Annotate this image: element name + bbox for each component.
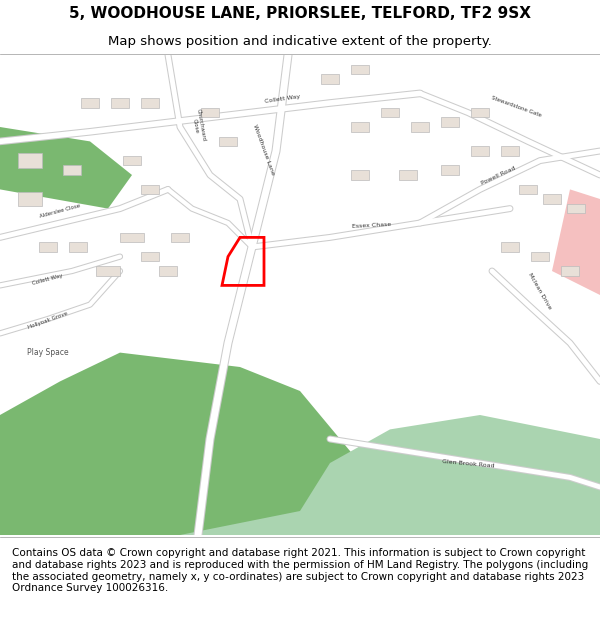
Text: Alderslee Close: Alderslee Close: [39, 204, 81, 219]
Text: Collett Way: Collett Way: [264, 94, 300, 104]
Text: 5, WOODHOUSE LANE, PRIORSLEE, TELFORD, TF2 9SX: 5, WOODHOUSE LANE, PRIORSLEE, TELFORD, T…: [69, 6, 531, 21]
Bar: [351, 170, 369, 180]
Bar: [441, 118, 459, 127]
Text: Woodhouse Lane: Woodhouse Lane: [253, 124, 275, 176]
Bar: [141, 184, 159, 194]
Bar: [321, 74, 339, 84]
Text: Hollyoak Grove: Hollyoak Grove: [28, 311, 68, 329]
Polygon shape: [180, 415, 600, 535]
Polygon shape: [0, 127, 132, 209]
Bar: [171, 232, 189, 242]
Bar: [81, 98, 99, 107]
Text: Play Space: Play Space: [27, 348, 69, 357]
Bar: [411, 122, 429, 132]
Bar: [96, 266, 120, 276]
Text: Churchward
Close: Churchward Close: [190, 108, 206, 142]
Bar: [69, 242, 87, 252]
Bar: [141, 98, 159, 107]
Text: Powell Road: Powell Road: [480, 165, 516, 186]
Bar: [18, 153, 42, 168]
Bar: [441, 166, 459, 175]
Bar: [399, 170, 417, 180]
Bar: [351, 64, 369, 74]
Bar: [501, 242, 519, 252]
Bar: [471, 107, 489, 118]
Bar: [471, 146, 489, 156]
Bar: [561, 266, 579, 276]
Text: Glen Brook Road: Glen Brook Road: [442, 459, 494, 469]
Bar: [519, 184, 537, 194]
Text: Stewardstone Gate: Stewardstone Gate: [490, 96, 542, 118]
Bar: [543, 194, 561, 204]
Bar: [159, 266, 177, 276]
Bar: [111, 98, 129, 107]
Bar: [39, 242, 57, 252]
Bar: [63, 166, 81, 175]
Bar: [18, 192, 42, 206]
Bar: [219, 137, 237, 146]
Bar: [351, 122, 369, 132]
Bar: [381, 107, 399, 118]
Bar: [141, 252, 159, 261]
Text: Contains OS data © Crown copyright and database right 2021. This information is : Contains OS data © Crown copyright and d…: [12, 549, 588, 593]
Text: Mclean Drive: Mclean Drive: [527, 272, 553, 311]
Text: Collett Way: Collett Way: [32, 274, 64, 286]
Bar: [201, 107, 219, 118]
Polygon shape: [0, 352, 360, 535]
Bar: [120, 232, 144, 242]
Bar: [531, 252, 549, 261]
Text: Essex Chase: Essex Chase: [352, 222, 392, 229]
Bar: [501, 146, 519, 156]
Bar: [123, 156, 141, 166]
Bar: [567, 204, 585, 213]
Polygon shape: [552, 189, 600, 295]
Text: Map shows position and indicative extent of the property.: Map shows position and indicative extent…: [108, 35, 492, 48]
